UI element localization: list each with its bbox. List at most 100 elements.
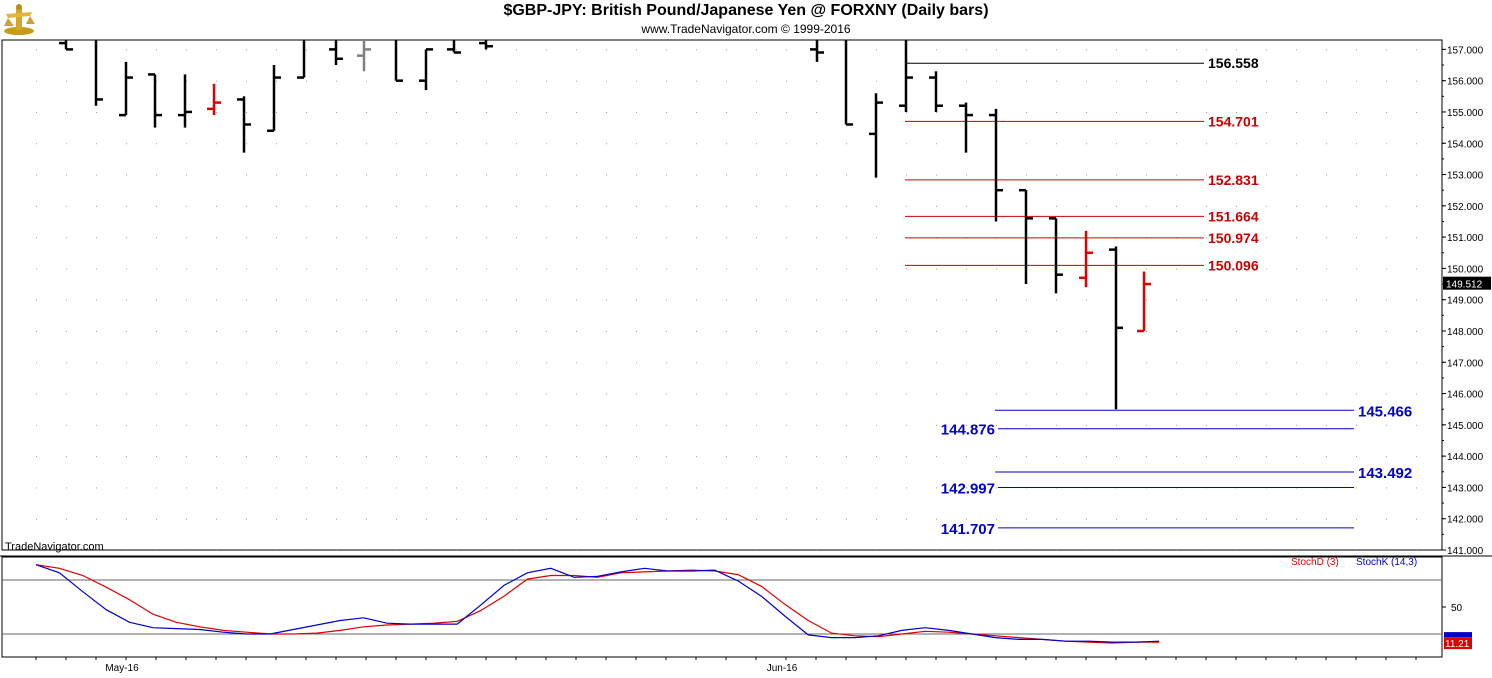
grid-dot bbox=[1116, 550, 1117, 551]
grid-dot bbox=[846, 205, 847, 207]
grid-dot bbox=[576, 330, 577, 332]
y-tick-label: 141.000 bbox=[1447, 546, 1484, 557]
grid-dot bbox=[966, 80, 967, 82]
grid-dot bbox=[696, 205, 697, 207]
grid-dot bbox=[66, 143, 67, 145]
grid-dot bbox=[786, 237, 787, 239]
grid-dot bbox=[156, 49, 157, 51]
grid-dot bbox=[1176, 518, 1177, 520]
grid-dot bbox=[336, 237, 337, 239]
grid-dot bbox=[1326, 362, 1327, 364]
grid-dot bbox=[1326, 424, 1327, 426]
grid-dot bbox=[1116, 111, 1117, 113]
grid-dot bbox=[1386, 330, 1387, 332]
grid-dot bbox=[336, 143, 337, 145]
y-tick-label: 145.000 bbox=[1447, 421, 1484, 432]
grid-dot bbox=[546, 299, 547, 301]
grid-dot bbox=[306, 80, 307, 82]
y-tick-label: 147.000 bbox=[1447, 358, 1484, 369]
grid-dot bbox=[366, 111, 367, 113]
grid-dot bbox=[66, 237, 67, 239]
grid-dot bbox=[186, 424, 187, 426]
grid-dot bbox=[1236, 456, 1237, 458]
grid-dot bbox=[306, 237, 307, 239]
grid-dot bbox=[186, 330, 187, 332]
support-label: 144.876 bbox=[941, 422, 995, 439]
grid-dot bbox=[906, 205, 907, 207]
grid-dot bbox=[246, 174, 247, 176]
grid-dot bbox=[516, 330, 517, 332]
grid-dot bbox=[1266, 49, 1267, 51]
grid-dot bbox=[966, 550, 967, 551]
grid-dot bbox=[216, 487, 217, 489]
grid-dot bbox=[996, 424, 997, 426]
grid-dot bbox=[1206, 424, 1207, 426]
grid-dot bbox=[456, 205, 457, 207]
grid-dot bbox=[1326, 550, 1327, 551]
grid-dot bbox=[1386, 205, 1387, 207]
grid-dot bbox=[186, 487, 187, 489]
grid-dot bbox=[126, 518, 127, 520]
grid-dot bbox=[486, 487, 487, 489]
grid-dot bbox=[1206, 111, 1207, 113]
grid-dot bbox=[696, 456, 697, 458]
grid-dot bbox=[1026, 143, 1027, 145]
grid-dot bbox=[1236, 143, 1237, 145]
grid-dot bbox=[36, 237, 37, 239]
grid-dot bbox=[936, 111, 937, 113]
grid-dot bbox=[1416, 143, 1417, 145]
grid-dot bbox=[36, 299, 37, 301]
grid-dot bbox=[876, 424, 877, 426]
grid-dot bbox=[876, 237, 877, 239]
grid-dot bbox=[546, 487, 547, 489]
grid-dot bbox=[666, 487, 667, 489]
grid-dot bbox=[516, 362, 517, 364]
grid-dot bbox=[1386, 299, 1387, 301]
grid-dot bbox=[816, 518, 817, 520]
support-label: 141.707 bbox=[941, 521, 995, 538]
grid-dot bbox=[936, 487, 937, 489]
grid-dot bbox=[906, 330, 907, 332]
grid-dot bbox=[186, 237, 187, 239]
grid-dot bbox=[516, 393, 517, 395]
grid-dot bbox=[306, 299, 307, 301]
grid-dot bbox=[546, 393, 547, 395]
grid-dot bbox=[66, 111, 67, 113]
grid-dot bbox=[1296, 174, 1297, 176]
grid-dot bbox=[786, 424, 787, 426]
grid-dot bbox=[546, 143, 547, 145]
grid-dot bbox=[726, 268, 727, 270]
grid-dot bbox=[36, 487, 37, 489]
grid-dot bbox=[756, 518, 757, 520]
grid-dot bbox=[546, 49, 547, 51]
grid-dot bbox=[876, 550, 877, 551]
grid-dot bbox=[726, 550, 727, 551]
grid-dot bbox=[336, 518, 337, 520]
grid-dot bbox=[1416, 49, 1417, 51]
grid-dot bbox=[1206, 330, 1207, 332]
grid-dot bbox=[426, 237, 427, 239]
grid-dot bbox=[306, 362, 307, 364]
grid-dot bbox=[1416, 237, 1417, 239]
grid-dot bbox=[1356, 362, 1357, 364]
grid-dot bbox=[846, 330, 847, 332]
grid-dot bbox=[816, 550, 817, 551]
grid-dot bbox=[1356, 393, 1357, 395]
grid-dot bbox=[1086, 330, 1087, 332]
grid-dot bbox=[666, 111, 667, 113]
grid-dot bbox=[1386, 456, 1387, 458]
grid-dot bbox=[336, 550, 337, 551]
grid-dot bbox=[1146, 550, 1147, 551]
grid-dot bbox=[396, 330, 397, 332]
grid-dot bbox=[996, 456, 997, 458]
grid-dot bbox=[1266, 174, 1267, 176]
grid-dot bbox=[1026, 80, 1027, 82]
grid-dot bbox=[426, 330, 427, 332]
grid-dot bbox=[1416, 393, 1417, 395]
grid-dot bbox=[636, 174, 637, 176]
grid-dot bbox=[1056, 518, 1057, 520]
grid-dot bbox=[696, 49, 697, 51]
grid-dot bbox=[1146, 362, 1147, 364]
grid-dot bbox=[66, 362, 67, 364]
grid-dot bbox=[1296, 49, 1297, 51]
